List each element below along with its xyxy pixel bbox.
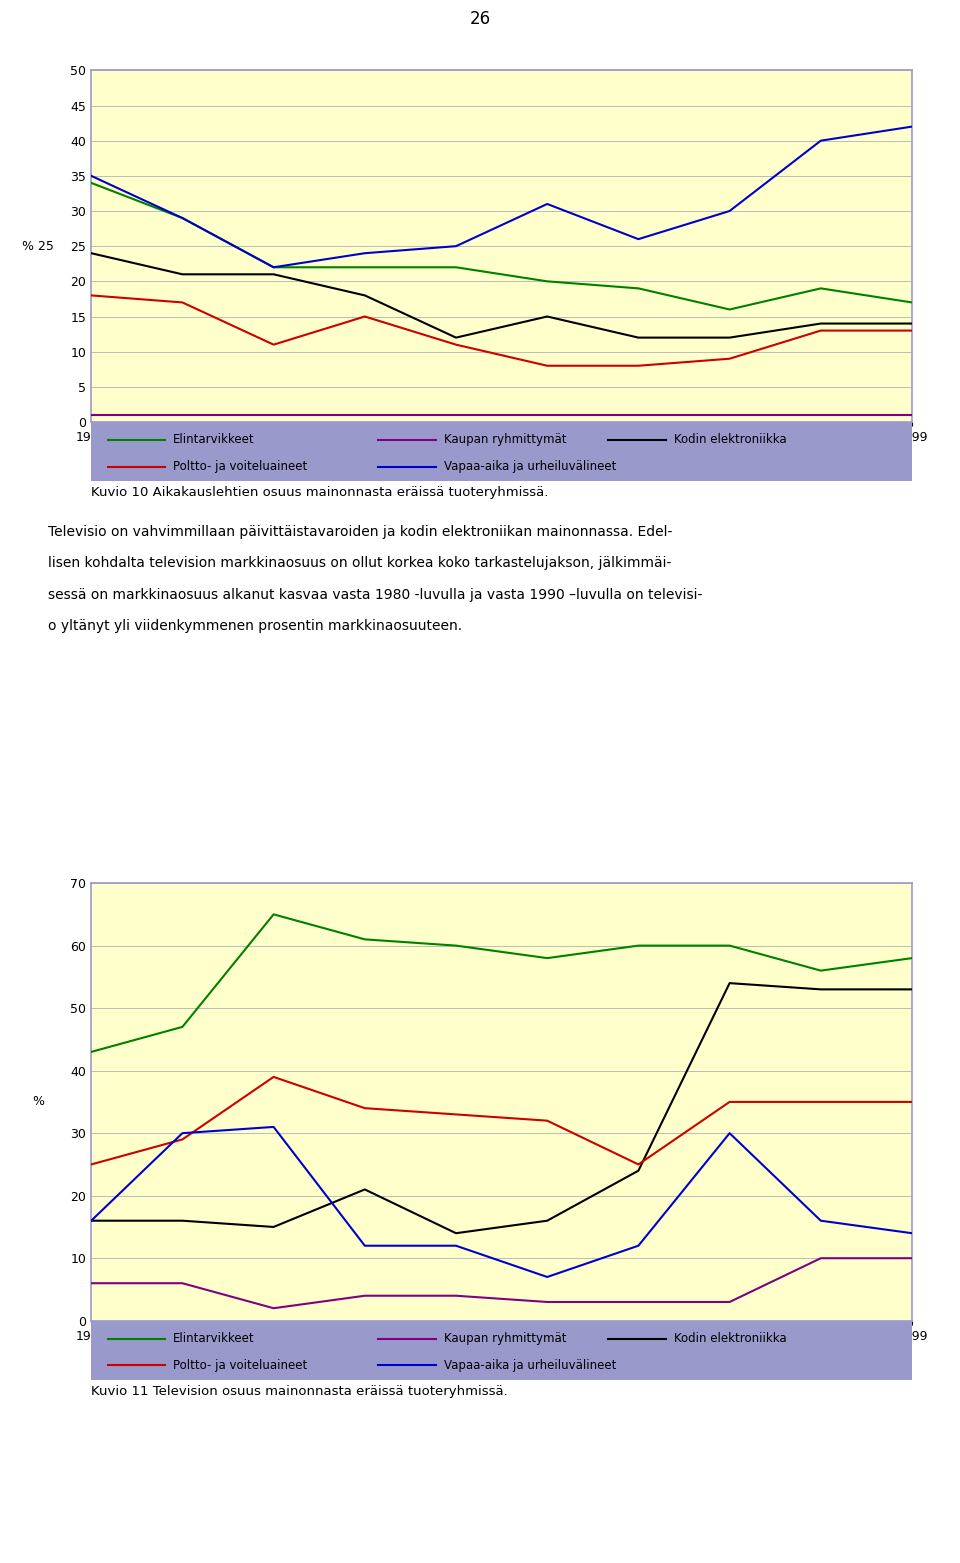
- Text: Vapaa-aika ja urheiluvälineet: Vapaa-aika ja urheiluvälineet: [444, 460, 616, 474]
- Text: Elintarvikkeet: Elintarvikkeet: [173, 433, 255, 447]
- Y-axis label: % 25: % 25: [22, 239, 54, 253]
- Y-axis label: %: %: [32, 1096, 44, 1108]
- Text: Kaupan ryhmittymät: Kaupan ryhmittymät: [444, 433, 566, 447]
- Text: Kuvio 10 Aikakauslehtien osuus mainonnasta eräissä tuoteryhmissä.: Kuvio 10 Aikakauslehtien osuus mainonnas…: [91, 486, 548, 499]
- Text: Poltto- ja voiteluaineet: Poltto- ja voiteluaineet: [173, 460, 307, 474]
- Text: Vapaa-aika ja urheiluvälineet: Vapaa-aika ja urheiluvälineet: [444, 1358, 616, 1372]
- Text: Kuvio 11 Television osuus mainonnasta eräissä tuoteryhmissä.: Kuvio 11 Television osuus mainonnasta er…: [91, 1385, 508, 1397]
- Text: sessä on markkinaosuus alkanut kasvaa vasta 1980 -luvulla ja vasta 1990 –luvulla: sessä on markkinaosuus alkanut kasvaa va…: [48, 588, 703, 602]
- Text: lisen kohdalta television markkinaosuus on ollut korkea koko tarkastelujakson, j: lisen kohdalta television markkinaosuus …: [48, 556, 671, 570]
- Text: Poltto- ja voiteluaineet: Poltto- ja voiteluaineet: [173, 1358, 307, 1372]
- Text: Kaupan ryhmittymät: Kaupan ryhmittymät: [444, 1332, 566, 1346]
- Text: Kodin elektroniikka: Kodin elektroniikka: [674, 1332, 786, 1346]
- Text: 26: 26: [469, 11, 491, 28]
- Text: Kodin elektroniikka: Kodin elektroniikka: [674, 433, 786, 447]
- Text: Elintarvikkeet: Elintarvikkeet: [173, 1332, 255, 1346]
- Text: o yltänyt yli viidenkymmenen prosentin markkinaosuuteen.: o yltänyt yli viidenkymmenen prosentin m…: [48, 619, 462, 633]
- Text: Televisio on vahvimmillaan päivittäistavaroiden ja kodin elektroniikan mainonnas: Televisio on vahvimmillaan päivittäistav…: [48, 525, 672, 539]
